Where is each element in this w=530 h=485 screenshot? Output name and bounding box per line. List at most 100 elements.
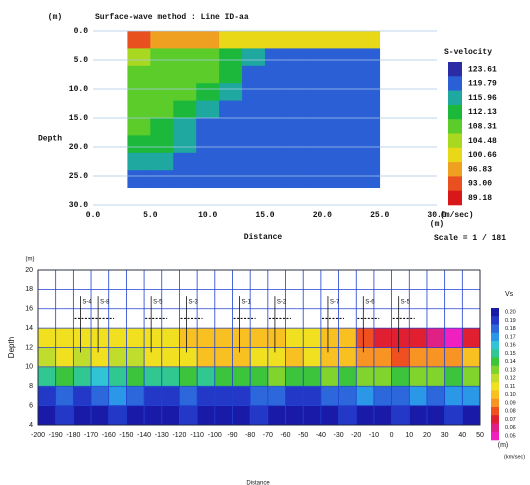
contour-cell [409,366,428,387]
contour-cell [55,386,74,407]
contour-cell [108,405,127,426]
contour-cell [250,328,269,348]
contour-cell [127,135,151,154]
colorbar-label: 0.18 [505,326,516,332]
contour-cell [373,328,392,348]
contour-cell [127,118,151,136]
contour-cell [232,386,251,407]
contour-cell [108,366,127,387]
contour-cell [285,347,304,368]
contour-cell [265,65,289,84]
contour-cell [356,347,375,368]
contour-cell [73,366,92,387]
contour-cell [55,328,74,348]
contour-cell [179,366,198,387]
contour-cell [267,366,286,387]
contour-cell [287,100,312,119]
x-tick-label: 25.0 [370,211,389,220]
contour-cell [265,83,289,101]
colorbar-swatch [491,324,499,334]
colorbar-label: 119.79 [468,80,497,89]
colorbar-label: 93.00 [468,180,492,189]
contour-cell [333,152,358,171]
contour-cell [285,405,304,426]
colorbar-label: 100.66 [468,151,497,160]
contour-cell [333,100,358,119]
contour-cell [173,100,197,119]
x-tick-label: 15.0 [255,211,274,220]
colorbar-label: 0.15 [505,351,516,357]
contour-cell [126,366,145,387]
contour-cell [444,347,463,368]
x-tick-label: -180 [66,432,80,439]
contour-cell [196,31,220,49]
colorbar-label: 0.11 [505,384,515,390]
station-label: S-5 [401,300,411,306]
colorbar-swatch [448,62,462,77]
colorbar-label: 0.16 [505,343,516,349]
contour-cell [462,386,481,407]
station-label: S-7 [330,300,340,306]
contour-cell [242,83,266,101]
x-tick-label: 50 [476,432,484,439]
colorbar-swatch [448,147,462,163]
contour-cell [108,328,127,348]
contour-cell [265,48,289,67]
y-axis-title: Depth [7,337,16,358]
contour-cell [91,328,110,348]
contour-cell [73,328,92,348]
contour-cell [409,405,428,426]
colorbar-label: 112.13 [468,108,497,117]
y-tick-label: 18 [25,286,33,293]
contour-cell [338,366,357,387]
contour-cell [91,386,110,407]
contour-cell [73,386,92,407]
contour-cell [373,347,392,368]
contour-cell [320,366,339,387]
contour-cell [126,386,145,407]
contour-cell [150,152,174,171]
colorbar-unit: (m/sec) [440,211,474,220]
colorbar-swatch [448,176,462,191]
contour-cell [310,152,335,171]
y-tick-label: 12 [25,344,33,351]
colorbar-swatch [491,431,499,441]
x-tick-label: -170 [84,432,98,439]
colorbar-label: 0.20 [505,310,516,316]
contour-cell [161,328,180,348]
colorbar-swatch [448,76,462,91]
contour-cell [356,31,381,49]
x-tick-label: -190 [49,432,63,439]
contour-cell [91,405,110,426]
contour-cell [173,135,197,154]
colorbar-swatch [491,308,499,317]
colorbar-swatch [491,357,499,367]
station-label: S-1 [242,300,252,306]
contour-cell [426,328,446,348]
contour-cell [197,366,216,387]
x-tick-label: -120 [172,432,186,439]
contour-cell [214,386,233,407]
colorbar-label: 96.83 [468,165,492,174]
contour-cell [150,100,174,119]
colorbar-swatch [491,332,499,342]
y-unit: (m) [26,257,35,263]
colorbar-label: 0.10 [505,392,516,398]
colorbar-swatch [448,104,462,120]
colorbar-label: 0.17 [505,334,516,340]
colorbar-title: S-velocity [444,48,492,57]
contour-cell [179,328,198,348]
colorbar-swatch [491,316,499,325]
y-tick-label: 10.0 [69,85,88,94]
colorbar-label: 0.19 [505,318,516,324]
contour-cell [38,405,57,426]
contour-cell [126,405,145,426]
contour-cell [150,48,174,67]
contour-cell [214,347,233,368]
contour-cell [161,366,180,387]
contour-cell [173,152,197,171]
contour-cell [444,328,463,348]
colorbar-label: 0.12 [505,376,516,382]
contour-cell [287,118,312,136]
